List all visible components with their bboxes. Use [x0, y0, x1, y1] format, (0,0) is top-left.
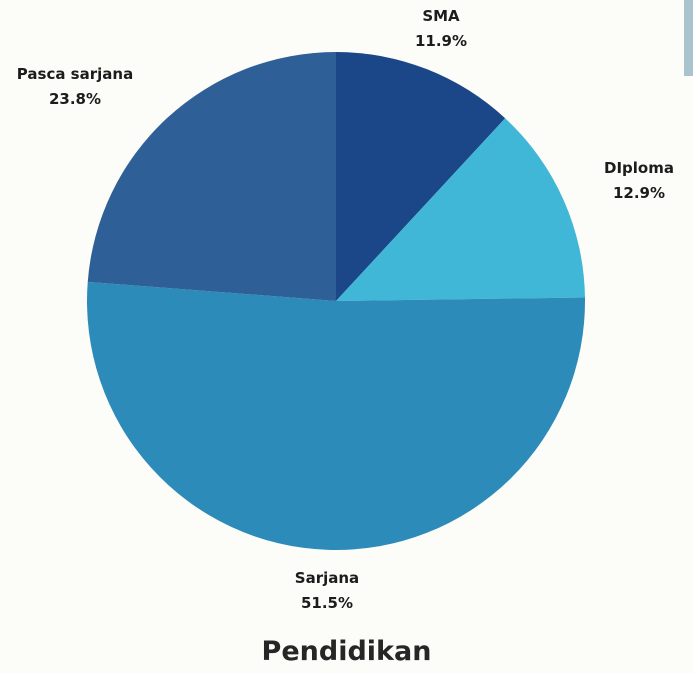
slice-percent-pasca-sarjana: 23.8% — [49, 90, 101, 108]
pie-slice-sarjana — [87, 281, 586, 550]
slice-percent-sma: 11.9% — [415, 32, 467, 50]
slice-label-sarjana: Sarjana — [295, 569, 359, 587]
pie-slice-sma — [336, 52, 506, 301]
slice-label-diploma: DIploma — [604, 159, 674, 177]
scrollbar-edge — [684, 0, 693, 76]
slice-label-pasca-sarjana: Pasca sarjana — [17, 65, 133, 83]
slice-label-sma: SMA — [422, 7, 460, 25]
slice-percent-sarjana: 51.5% — [301, 594, 353, 612]
pie-slice-pasca-sarjana — [87, 52, 337, 301]
slice-percent-diploma: 12.9% — [613, 184, 665, 202]
chart-title: Pendidikan — [261, 636, 432, 667]
pie-slice-diploma — [336, 118, 585, 301]
